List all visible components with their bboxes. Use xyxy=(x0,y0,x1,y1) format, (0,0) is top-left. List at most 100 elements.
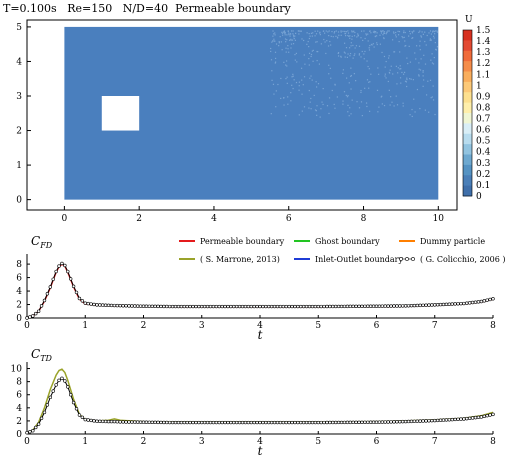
series-marker xyxy=(450,417,454,422)
particle-dot xyxy=(306,43,308,45)
particle-speckle xyxy=(270,30,439,118)
particle-dot xyxy=(314,30,316,32)
series-marker xyxy=(191,304,195,309)
particle-dot xyxy=(291,84,293,86)
particle-dot xyxy=(363,30,365,32)
series-marker xyxy=(371,304,376,308)
particle-dot xyxy=(310,55,312,58)
particle-dot xyxy=(395,34,397,36)
particle-dot xyxy=(271,40,274,42)
particle-dot xyxy=(395,95,397,97)
series-marker xyxy=(398,419,402,424)
particle-dot xyxy=(298,81,300,83)
particle-dot xyxy=(285,115,287,117)
particle-dot xyxy=(433,37,435,39)
series-marker xyxy=(249,304,253,309)
series-marker xyxy=(252,420,256,425)
x-tick-label: 1 xyxy=(82,437,88,447)
legend-label: ( G. Colicchio, 2006 ) xyxy=(420,255,506,264)
particle-dot xyxy=(428,111,430,113)
particle-dot xyxy=(281,32,284,34)
x-tick-label: 4 xyxy=(211,214,217,224)
particle-dot xyxy=(403,73,405,75)
particle-dot xyxy=(424,63,427,65)
particle-dot xyxy=(418,68,420,70)
colorbar-segment xyxy=(463,144,472,155)
colorbar-segment xyxy=(463,71,472,83)
series-marker xyxy=(173,304,178,309)
series-marker xyxy=(147,420,152,424)
series-marker xyxy=(124,304,128,308)
series-marker xyxy=(68,277,73,281)
series-marker xyxy=(252,304,256,309)
particle-dot xyxy=(397,34,400,36)
particle-dot xyxy=(308,107,310,109)
series-marker xyxy=(462,417,466,421)
particle-dot xyxy=(350,113,352,115)
particle-dot xyxy=(431,53,433,55)
particle-dot xyxy=(429,30,432,32)
x-tick-label: 3 xyxy=(199,321,205,331)
particle-dot xyxy=(300,30,302,32)
particle-dot xyxy=(349,55,351,57)
y-axis-label: CFD xyxy=(31,234,53,250)
particle-dot xyxy=(315,110,317,112)
particle-dot xyxy=(397,30,399,32)
series-marker xyxy=(243,420,248,425)
particle-dot xyxy=(307,40,309,43)
series-marker xyxy=(80,415,85,420)
particle-dot xyxy=(422,70,424,72)
series-marker xyxy=(456,302,460,306)
series-marker xyxy=(438,302,443,307)
series-marker xyxy=(223,304,227,309)
series-marker xyxy=(296,304,300,309)
particle-dot xyxy=(316,114,318,116)
series-marker xyxy=(430,303,434,307)
particle-dot xyxy=(420,36,423,38)
series-marker xyxy=(421,419,425,423)
particle-dot xyxy=(398,30,401,33)
particle-dot xyxy=(365,33,367,35)
series-marker xyxy=(106,419,111,424)
particle-dot xyxy=(274,32,276,34)
plot-header: T=0.100s Re=150 N/D=40 Permeable boundar… xyxy=(3,2,291,15)
particle-dot xyxy=(330,77,332,79)
particle-dot xyxy=(310,75,312,77)
particle-dot xyxy=(342,72,344,74)
time-label: T=0.100s xyxy=(3,2,57,15)
colorbar-segment xyxy=(463,61,472,72)
series-marker xyxy=(48,395,52,400)
series-marker xyxy=(339,304,344,309)
particle-dot xyxy=(312,49,314,51)
particle-dot xyxy=(345,35,347,37)
series-marker xyxy=(25,316,29,320)
series-marker xyxy=(427,419,431,423)
particle-dot xyxy=(283,30,286,32)
particle-dot xyxy=(399,77,402,79)
field-axes-frame xyxy=(26,19,458,211)
series-marker xyxy=(322,420,326,425)
particle-dot xyxy=(418,75,420,77)
particle-dot xyxy=(315,33,318,35)
particle-dot xyxy=(403,36,405,38)
particle-dot xyxy=(288,34,290,36)
particle-dot xyxy=(371,44,373,46)
series-marker xyxy=(392,304,396,308)
particle-dot xyxy=(330,44,332,46)
particle-dot xyxy=(283,104,285,106)
particle-dot xyxy=(432,85,434,87)
series-marker xyxy=(371,420,376,424)
particle-dot xyxy=(413,98,415,100)
particle-dot xyxy=(280,41,283,43)
particle-dot xyxy=(347,95,349,97)
x-tick-label: 2 xyxy=(141,437,147,447)
particle-dot xyxy=(275,106,277,108)
particle-dot xyxy=(328,97,331,99)
particle-dot xyxy=(368,81,370,83)
particle-dot xyxy=(274,51,277,53)
series-marker xyxy=(246,420,251,425)
particle-dot xyxy=(418,74,420,76)
series-marker xyxy=(48,285,52,289)
series-marker xyxy=(476,415,481,420)
series-marker xyxy=(188,420,192,425)
